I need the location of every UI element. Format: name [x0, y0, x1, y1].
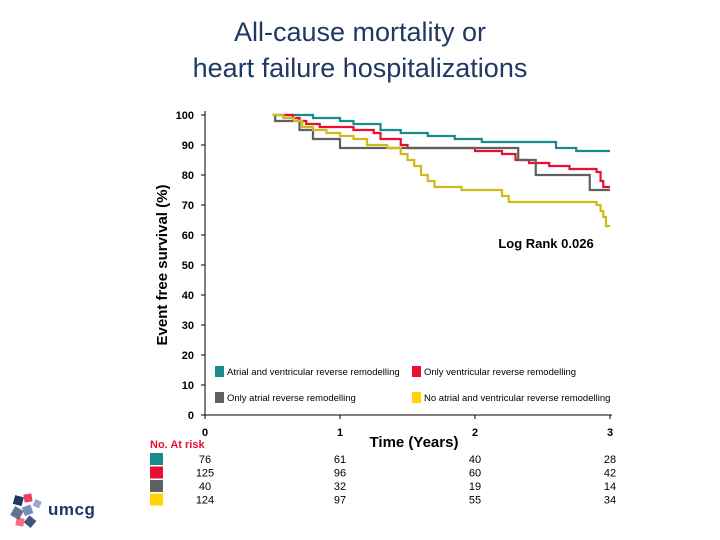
legend-label-1: Atrial and ventricular reverse remodelli… — [227, 367, 400, 378]
legend-label-4: No atrial and ventricular reverse remode… — [424, 393, 610, 404]
risk-value: 125 — [196, 468, 214, 480]
risk-value: 60 — [469, 468, 481, 480]
risk-value: 14 — [604, 481, 616, 493]
y-tick-label: 20 — [182, 350, 194, 362]
risk-table-header: No. At risk — [150, 439, 205, 451]
risk-value: 28 — [604, 454, 616, 466]
legend-swatch-3 — [215, 392, 224, 403]
umcg-logo-icon — [10, 493, 42, 529]
risk-value: 42 — [604, 468, 616, 480]
y-tick-label: 0 — [188, 410, 194, 422]
risk-value: 40 — [469, 454, 481, 466]
risk-value: 76 — [199, 454, 211, 466]
survival-curves — [272, 113, 610, 228]
y-tick-label: 90 — [182, 140, 194, 152]
legend-swatch-1 — [215, 366, 224, 377]
x-tick-label: 2 — [472, 427, 478, 439]
legend-label-3: Only atrial reverse remodelling — [227, 393, 356, 404]
y-tick-label: 70 — [182, 200, 194, 212]
legend-swatch-4 — [412, 392, 421, 403]
chart-title-line-2: heart failure hospitalizations — [192, 53, 528, 83]
risk-value: 97 — [334, 495, 346, 507]
chart-title: All-cause mortality or heart failure hos… — [0, 14, 720, 86]
survival-curve-3 — [272, 113, 610, 192]
chart-title-line-1: All-cause mortality or — [233, 17, 487, 47]
chart-axes: 0 10 20 30 40 50 60 70 80 90 100 0 1 2 3 Time (Years) Ev… — [154, 110, 613, 451]
risk-row-swatch-3 — [150, 480, 163, 492]
y-tick-label: 30 — [182, 320, 194, 332]
risk-value: 124 — [196, 495, 214, 507]
y-tick-label: 50 — [182, 260, 194, 272]
legend-label-2: Only ventricular reverse remodelling — [424, 367, 576, 378]
risk-row-swatch-4 — [150, 493, 163, 506]
risk-value: 19 — [469, 481, 481, 493]
risk-value: 55 — [469, 495, 481, 507]
log-rank-annotation: Log Rank 0.026 — [498, 236, 593, 251]
x-tick-label: 0 — [202, 427, 208, 439]
risk-value: 40 — [199, 481, 211, 493]
risk-value: 96 — [334, 468, 346, 480]
y-tick-label: 100 — [176, 110, 194, 122]
chart-legend: Atrial and ventricular reverse remodelli… — [215, 366, 610, 404]
x-tick-label: 1 — [337, 427, 343, 439]
survival-curve-1 — [272, 113, 610, 153]
y-tick-label: 80 — [182, 170, 194, 182]
umcg-logo-text: umcg — [48, 500, 96, 519]
survival-curve-2 — [279, 113, 610, 189]
risk-table: No. At risk 76 61 40 28 125 96 60 42 40 32 19 14 124 9… — [150, 439, 616, 507]
risk-value: 61 — [334, 454, 346, 466]
x-tick-label: 3 — [607, 427, 613, 439]
x-axis-label: Time (Years) — [370, 434, 459, 451]
survival-curve-4 — [272, 113, 610, 228]
y-tick-label: 10 — [182, 380, 194, 392]
y-tick-label: 60 — [182, 230, 194, 242]
y-axis-label: Event free survival (%) — [154, 185, 171, 346]
risk-row-swatch-2 — [150, 466, 163, 479]
risk-value: 34 — [604, 495, 616, 507]
risk-value: 32 — [334, 481, 346, 493]
y-tick-label: 40 — [182, 290, 194, 302]
legend-swatch-2 — [412, 366, 421, 377]
risk-row-swatch-1 — [150, 453, 163, 465]
